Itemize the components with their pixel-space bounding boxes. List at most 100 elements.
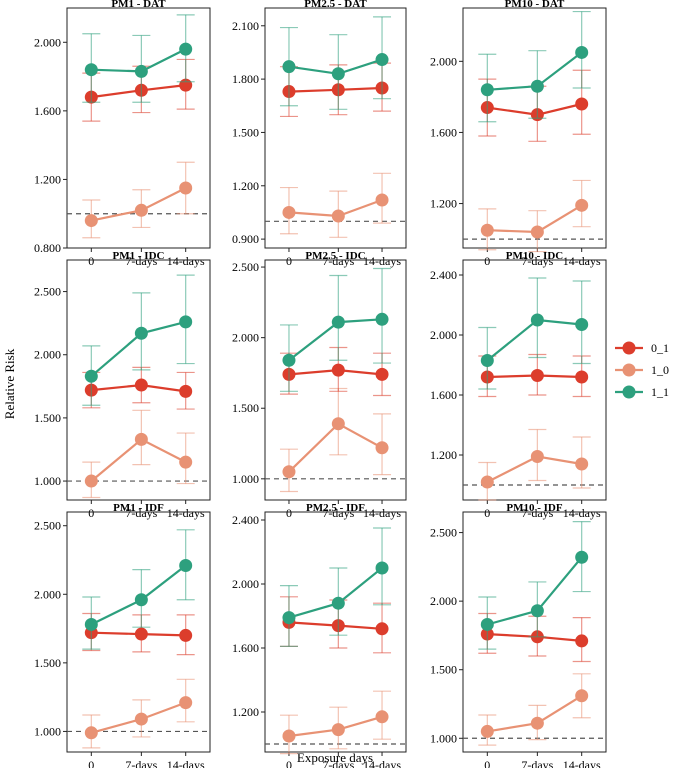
x-tick-label: 7-days bbox=[125, 254, 157, 268]
data-point bbox=[134, 203, 148, 217]
legend-label: 1_0 bbox=[651, 363, 669, 377]
data-point bbox=[84, 474, 98, 488]
panel-title: PM2.5 - DAT bbox=[304, 0, 367, 10]
legend-label: 1_1 bbox=[651, 385, 669, 399]
y-tick-label: 2.000 bbox=[34, 35, 61, 49]
y-tick-label: 2.500 bbox=[34, 519, 61, 533]
y-tick-label: 2.400 bbox=[430, 268, 457, 282]
data-point bbox=[179, 455, 193, 469]
data-point bbox=[331, 315, 345, 329]
x-tick-label: 0 bbox=[88, 254, 94, 268]
data-point bbox=[134, 378, 148, 392]
x-tick-label: 14-days bbox=[363, 254, 401, 268]
series-1-0 bbox=[279, 387, 392, 493]
y-tick-label: 1.800 bbox=[232, 72, 259, 86]
panel-title: PM2.5 - IDF bbox=[306, 502, 365, 514]
y-tick-label: 2.000 bbox=[430, 328, 457, 342]
panel-frame bbox=[66, 259, 211, 501]
y-tick-label: 1.600 bbox=[34, 104, 61, 118]
x-tick-label: 0 bbox=[286, 506, 292, 520]
data-point bbox=[282, 465, 296, 479]
series-1-1 bbox=[478, 277, 591, 390]
data-point bbox=[179, 315, 193, 329]
y-tick-label: 2.100 bbox=[232, 19, 259, 33]
data-point bbox=[84, 617, 98, 631]
legend-marker bbox=[622, 341, 636, 355]
data-point bbox=[134, 593, 148, 607]
series-1-1 bbox=[82, 529, 195, 650]
y-tick-label: 0.800 bbox=[34, 241, 61, 255]
y-tick-label: 1.000 bbox=[232, 472, 259, 486]
x-tick-label: 0 bbox=[88, 758, 94, 768]
panel-title: PM1 - IDC bbox=[113, 250, 165, 262]
data-point bbox=[134, 627, 148, 641]
data-point bbox=[282, 611, 296, 625]
x-tick-label: 14-days bbox=[363, 758, 401, 768]
series-0-1 bbox=[478, 353, 591, 398]
data-point bbox=[375, 622, 389, 636]
y-tick-label: 2.400 bbox=[232, 513, 259, 527]
series-line bbox=[288, 567, 383, 619]
data-point bbox=[575, 689, 589, 703]
legend-marker bbox=[622, 363, 636, 377]
panel: PM10 - IDF 1.000 1.500 2.000 2.500 0 7-days 14-… bbox=[430, 502, 607, 768]
panel-title: PM10 - IDF bbox=[506, 502, 562, 514]
y-tick-label: 2.500 bbox=[232, 260, 259, 274]
x-tick-label: 7-days bbox=[521, 506, 553, 520]
data-point bbox=[179, 384, 193, 398]
y-tick-label: 1.200 bbox=[232, 705, 259, 719]
y-tick-label: 1.600 bbox=[430, 125, 457, 139]
data-point bbox=[575, 97, 589, 111]
x-tick-label: 7-days bbox=[521, 254, 553, 268]
data-point bbox=[84, 214, 98, 228]
panel-frame bbox=[264, 511, 407, 753]
series-1-1 bbox=[279, 527, 392, 648]
x-tick-label: 14-days bbox=[563, 506, 601, 520]
y-tick-label: 1.500 bbox=[232, 401, 259, 415]
y-axis-label: Relative Risk bbox=[2, 348, 17, 419]
data-point bbox=[84, 726, 98, 740]
series-1-1 bbox=[82, 274, 195, 406]
data-point bbox=[480, 617, 494, 631]
data-point bbox=[282, 729, 296, 743]
data-point bbox=[134, 432, 148, 446]
series-1-1 bbox=[478, 520, 591, 650]
panel-title: PM1 - DAT bbox=[111, 0, 166, 10]
data-point bbox=[530, 450, 544, 463]
series-1-0 bbox=[478, 428, 591, 501]
panel: PM1 - DAT 0.800 1.200 1.600 2.000 0 7-days 14-d… bbox=[34, 0, 211, 268]
data-point bbox=[134, 326, 148, 340]
data-point bbox=[530, 313, 544, 327]
y-tick-label: 1.500 bbox=[430, 663, 457, 677]
panel: PM10 - DAT 1.200 1.600 2.000 0 7-days 14-days bbox=[430, 0, 607, 268]
series-line bbox=[90, 438, 187, 482]
panel: PM2.5 - IDC 1.000 1.500 2.000 2.500 0 7-days 14… bbox=[232, 250, 407, 520]
data-point bbox=[375, 193, 389, 207]
series-1-0 bbox=[478, 179, 591, 253]
series-1-0 bbox=[82, 409, 195, 499]
data-point bbox=[331, 417, 345, 431]
data-point bbox=[480, 724, 494, 738]
y-tick-label: 1.500 bbox=[34, 656, 61, 670]
panel-title: PM1 - IDF bbox=[113, 502, 164, 514]
data-point bbox=[84, 63, 98, 77]
y-tick-label: 1.000 bbox=[34, 724, 61, 738]
data-point bbox=[375, 561, 389, 575]
data-point bbox=[375, 312, 389, 326]
x-tick-label: 7-days bbox=[125, 506, 157, 520]
data-point bbox=[134, 64, 148, 78]
data-point bbox=[282, 205, 296, 219]
panel: PM2.5 - DAT 0.900 1.200 1.500 1.800 2.100 0 7-d… bbox=[232, 0, 407, 268]
x-tick-label: 0 bbox=[286, 254, 292, 268]
data-point bbox=[480, 354, 494, 367]
data-point bbox=[575, 634, 589, 648]
series-0-1 bbox=[478, 612, 591, 663]
data-point bbox=[179, 42, 193, 56]
data-point bbox=[375, 367, 389, 381]
panel: PM2.5 - IDF 1.200 1.600 2.000 2.400 0 7-days 14… bbox=[232, 502, 407, 768]
data-point bbox=[331, 363, 345, 377]
data-point bbox=[480, 223, 494, 237]
x-tick-label: 7-days bbox=[322, 254, 354, 268]
data-point bbox=[179, 181, 193, 195]
